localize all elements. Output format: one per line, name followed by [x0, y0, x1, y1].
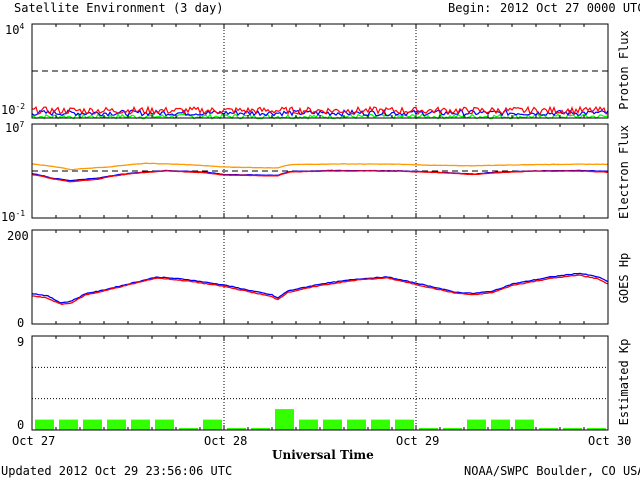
proton-flux-panel	[32, 24, 608, 118]
kp-bar	[275, 409, 294, 430]
electron-ytick-bottom: 10-1	[1, 209, 26, 224]
kp-bar	[323, 419, 342, 430]
kp-bar	[227, 428, 246, 430]
kp-bar	[83, 419, 102, 430]
estimated-kp-panel-frame	[31, 335, 609, 431]
kp-bar	[467, 419, 486, 430]
kp-bar	[59, 419, 78, 430]
xtick-oct29: Oct 29	[396, 434, 440, 448]
kp-bar	[299, 419, 318, 430]
begin-label: Begin:	[448, 1, 492, 15]
electron-series-orange	[31, 162, 609, 171]
electron-flux-panel-frame	[31, 123, 609, 219]
goes-ytick-top: 200	[7, 229, 29, 243]
kp-bar	[179, 428, 198, 430]
footer-credit: NOAA/SWPC Boulder, CO USA	[464, 464, 640, 478]
kp-bar	[395, 419, 414, 430]
kp-bar	[419, 428, 438, 430]
kp-bar	[371, 419, 390, 430]
begin-value: 2012 Oct 27 0000 UTC	[500, 1, 640, 15]
xtick-oct30: Oct 30	[588, 434, 632, 448]
proton-flux-panel-frame	[31, 23, 609, 119]
kp-bar	[443, 428, 462, 430]
kp-ytick-top: 9	[17, 335, 25, 349]
kp-bar	[35, 419, 54, 430]
kp-bar	[587, 428, 606, 430]
electron-ytick-top: 107	[5, 120, 25, 135]
footer-updated: Updated 2012 Oct 29 23:56:06 UTC	[1, 464, 233, 478]
kp-bar	[155, 419, 174, 430]
estimated-kp-ylabel: Estimated Kp	[617, 338, 631, 426]
proton-ytick-top: 104	[5, 22, 25, 37]
kp-bar	[131, 419, 150, 430]
proton-flux-ylabel: Proton Flux	[617, 30, 631, 110]
kp-bar	[563, 428, 582, 430]
kp-bar	[347, 419, 366, 430]
x-axis-label: Universal Time	[272, 448, 374, 462]
chart-title: Satellite Environment (3 day)	[14, 1, 224, 15]
electron-flux-ylabel: Electron Flux	[617, 125, 631, 219]
xtick-oct28: Oct 28	[204, 434, 248, 448]
kp-ytick-bottom: 0	[17, 418, 25, 432]
goes-hp-panel-frame	[31, 229, 609, 325]
goes-ytick-bottom: 0	[17, 316, 25, 330]
proton-ytick-bottom: 10-2	[1, 102, 26, 117]
estimated-kp-panel	[32, 336, 608, 430]
electron-series-red	[31, 170, 609, 183]
kp-bar	[539, 428, 558, 430]
kp-bar	[203, 419, 222, 430]
kp-bar	[251, 428, 270, 430]
proton-series-red	[31, 105, 608, 116]
goes-hp-panel	[32, 230, 608, 324]
kp-bar	[107, 419, 126, 430]
kp-bar	[491, 419, 510, 430]
xtick-oct27: Oct 27	[12, 434, 56, 448]
kp-bar	[515, 419, 534, 430]
goes-hp-series-red	[32, 274, 609, 306]
goes-hp-ylabel: GOES Hp	[617, 252, 631, 304]
